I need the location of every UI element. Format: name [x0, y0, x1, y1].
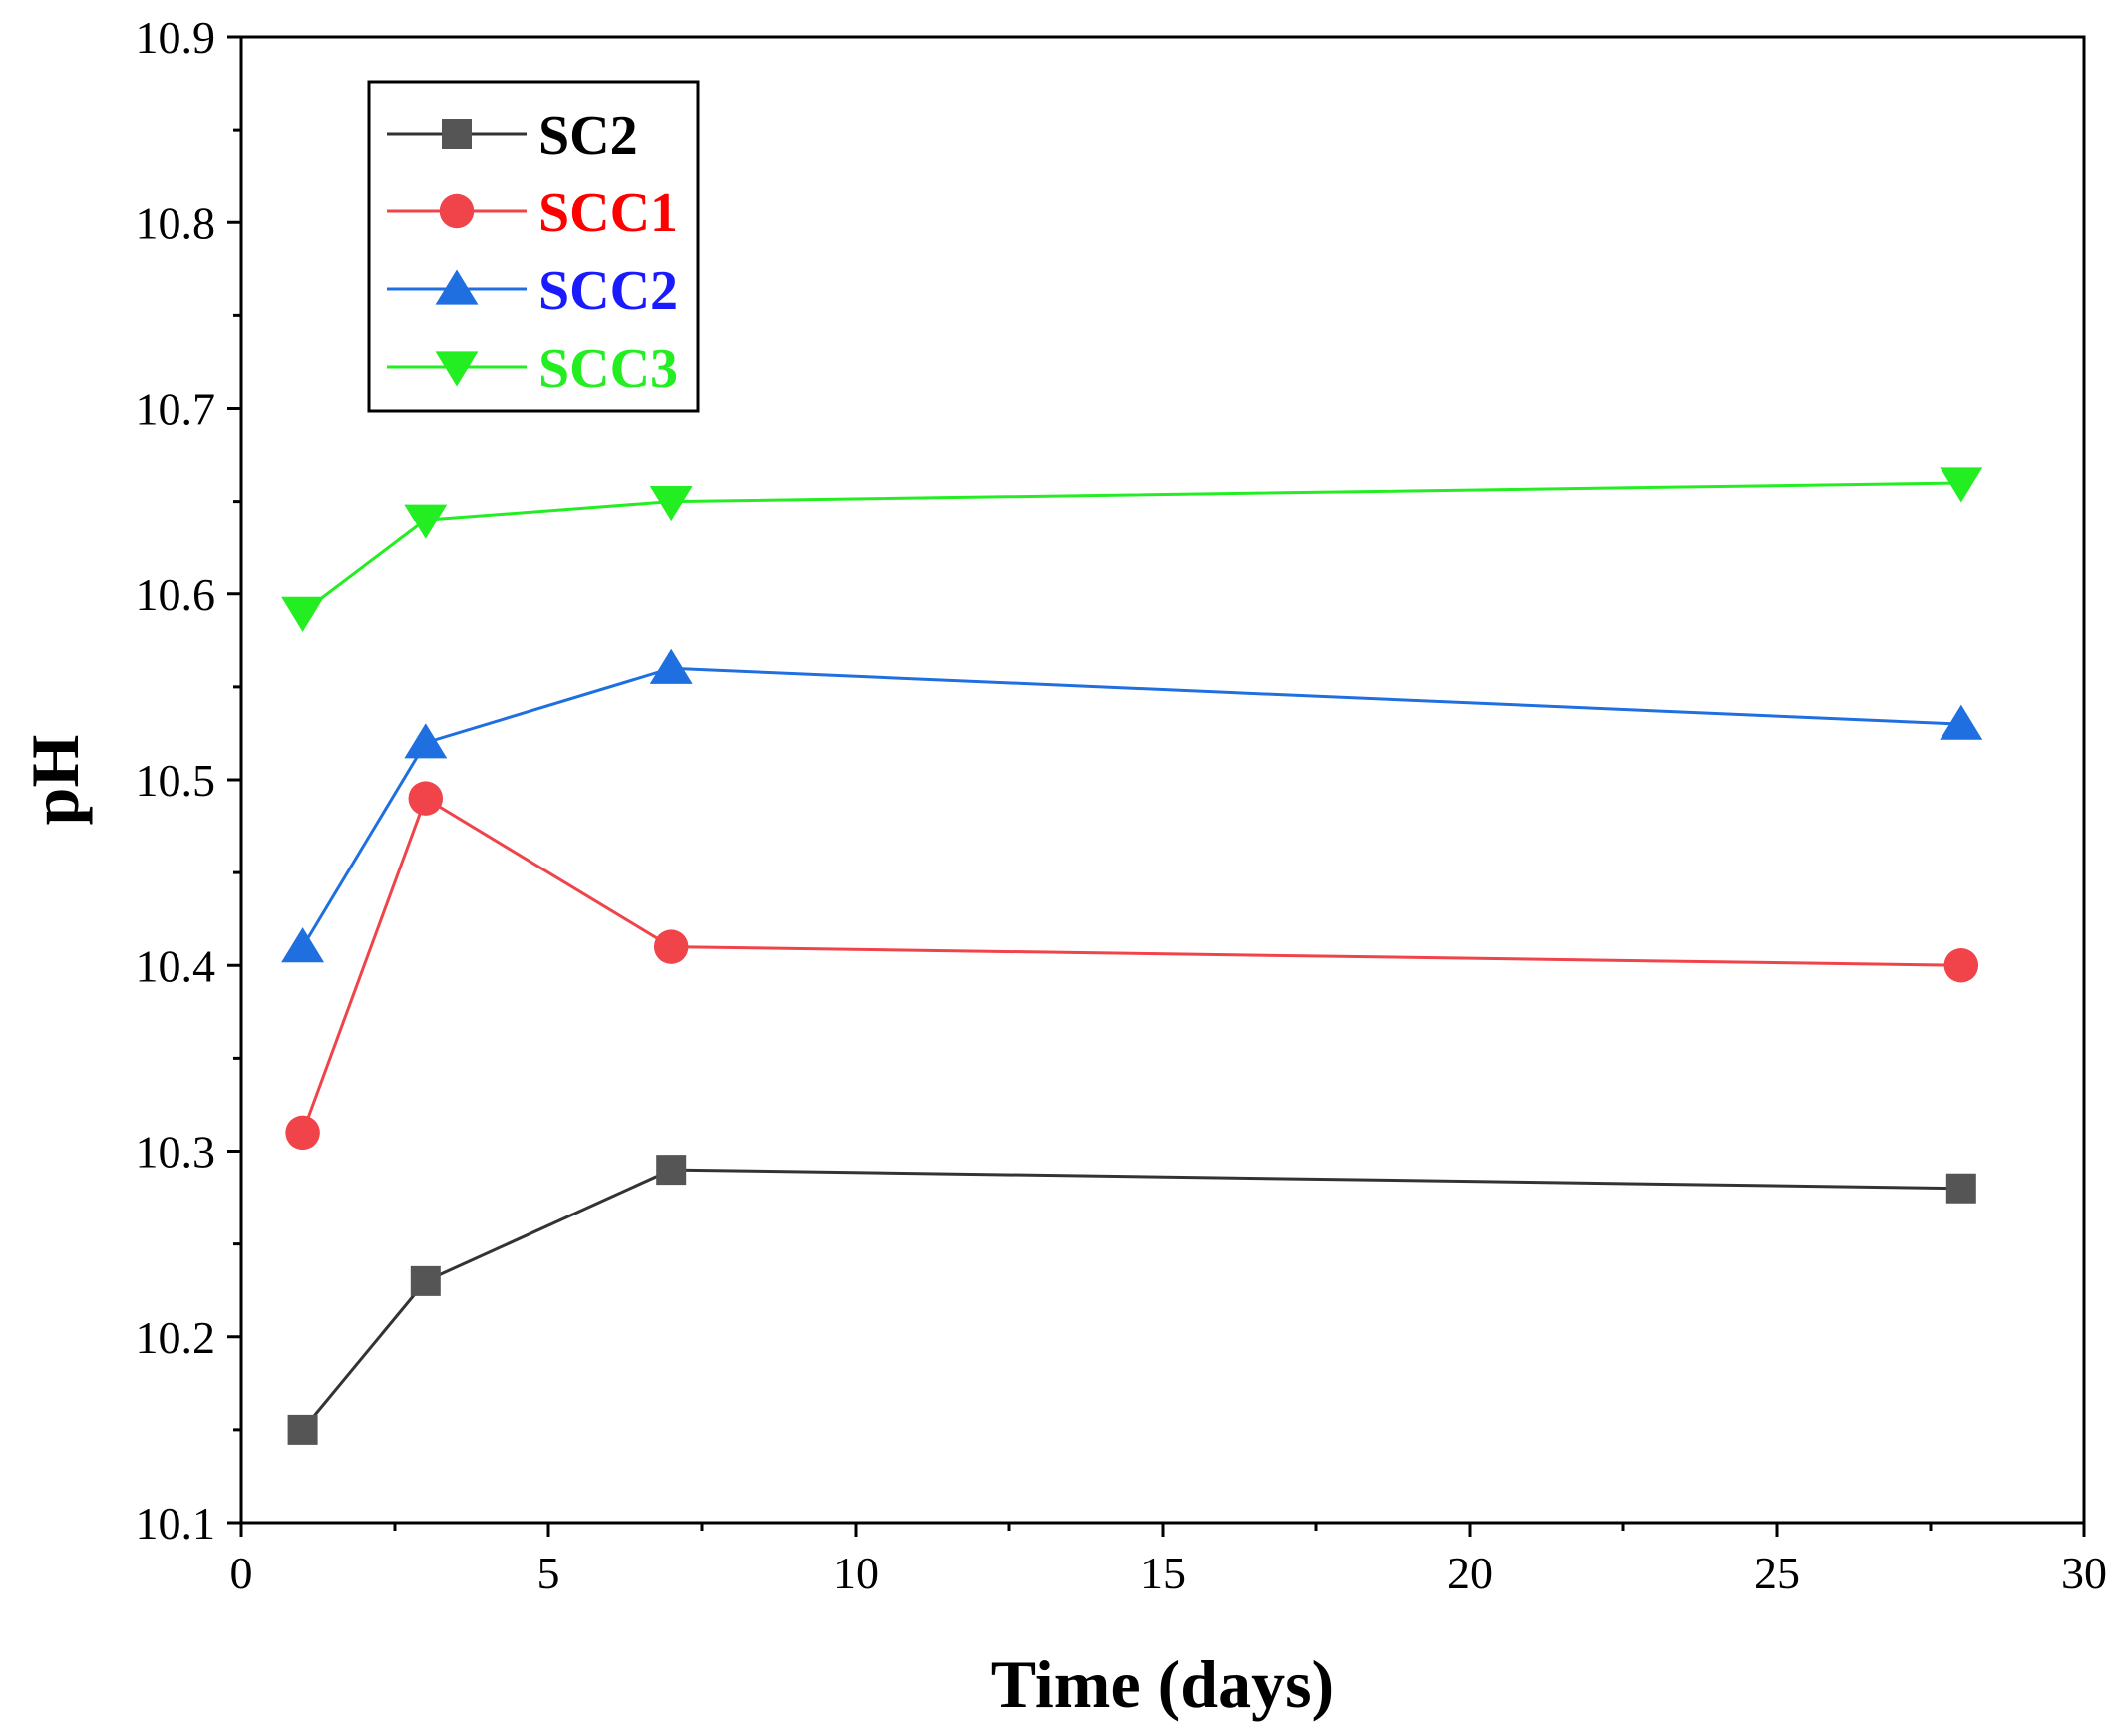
y-tick-label: 10.8 — [136, 197, 216, 248]
legend-marker — [439, 193, 475, 229]
series-sc2 — [287, 1155, 1976, 1445]
data-point-scc3 — [281, 596, 325, 632]
legend-label: SCC2 — [538, 260, 678, 322]
x-tick-label: 5 — [537, 1548, 560, 1598]
data-point-sc2 — [1945, 1173, 1976, 1204]
series-line-scc1 — [301, 796, 1961, 1134]
legend-label: SCC1 — [538, 182, 678, 244]
legend: SC2 SCC1 SCC2 SCC3 — [367, 80, 700, 413]
y-tick-label: 10.1 — [136, 1498, 216, 1549]
data-point-scc3 — [1940, 467, 1983, 503]
legend-item-scc2: SCC2 — [387, 260, 678, 322]
y-tick-label: 10.3 — [136, 1127, 216, 1178]
series-line-sc2 — [301, 1168, 1961, 1431]
legend-item-scc3: SCC3 — [387, 338, 678, 400]
data-point-sc2 — [410, 1265, 441, 1296]
y-tick-label: 10.4 — [136, 940, 216, 991]
series-scc2 — [281, 648, 1983, 963]
legend-marker — [442, 119, 472, 149]
legend-item-sc2: SC2 — [387, 105, 638, 167]
x-tick-label: 30 — [2061, 1548, 2107, 1598]
y-tick-label: 10.7 — [136, 384, 216, 435]
legend-label: SCC3 — [538, 338, 678, 400]
x-tick-label: 25 — [1754, 1548, 1800, 1598]
data-point-scc1 — [653, 929, 689, 964]
series-scc3 — [281, 467, 1983, 632]
legend-marker — [435, 269, 479, 305]
data-point-scc2 — [649, 648, 693, 684]
x-tick-label: 20 — [1447, 1548, 1493, 1598]
data-point-sc2 — [287, 1414, 318, 1445]
y-axis-title: pH — [17, 735, 93, 826]
data-point-sc2 — [656, 1155, 687, 1186]
x-tick-label: 15 — [1140, 1548, 1186, 1598]
y-tick-label: 10.9 — [136, 12, 216, 63]
series-layer — [281, 467, 1983, 1445]
legend-item-scc1: SCC1 — [387, 182, 678, 244]
legend-label: SC2 — [538, 105, 638, 167]
data-point-scc1 — [408, 781, 444, 816]
series-line-scc3 — [301, 481, 1961, 614]
y-tick-label: 10.5 — [136, 755, 216, 806]
data-point-scc2 — [404, 723, 448, 759]
data-point-scc2 — [281, 927, 325, 963]
y-tick-label: 10.2 — [136, 1312, 216, 1363]
data-point-scc1 — [285, 1115, 320, 1151]
x-tick-label: 10 — [833, 1548, 879, 1598]
series-scc1 — [285, 781, 1979, 1151]
axes: 0 5 10 15 20 25 30 10.1 10.2 10.3 10.4 10.5 10.6 10.7… — [136, 12, 2108, 1598]
legend-marker — [435, 351, 479, 387]
legend-box — [367, 80, 700, 413]
series-line-scc2 — [301, 666, 1961, 948]
x-tick-label: 0 — [230, 1548, 253, 1598]
data-point-scc3 — [404, 504, 448, 539]
data-point-scc3 — [649, 486, 693, 521]
data-point-scc2 — [1940, 704, 1983, 740]
x-axis-title: Time (days) — [991, 1646, 1334, 1722]
y-tick-label: 10.6 — [136, 569, 216, 620]
data-point-scc1 — [1943, 948, 1979, 983]
